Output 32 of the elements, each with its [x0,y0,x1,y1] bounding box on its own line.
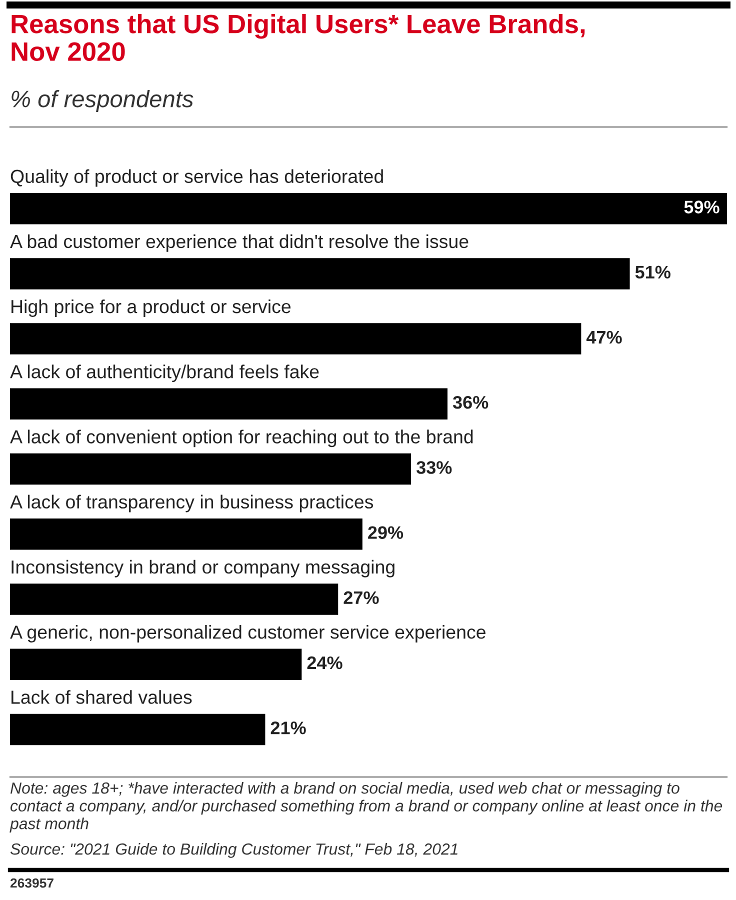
bar [10,714,266,746]
data-label: 59% [684,200,720,214]
chart-title: Reasons that US Digital Users* Leave Brands, Nov 2020 [12,14,585,61]
data-label: 24% [307,656,342,670]
y-tick-label: Lack of shared values [12,690,192,704]
bar [10,518,362,550]
bar [10,584,338,615]
data-label: 27% [344,591,379,604]
y-tick-label: A lack of convenient option for reaching out to the brand [10,430,473,448]
y-tick-label: High price for a product or service [12,299,291,317]
bar [10,192,727,224]
data-label: 33% [416,461,452,474]
y-tick-label: Quality of product or service has deteriorated [10,169,383,187]
bar [10,388,448,420]
y-tick-label: A lack of transparency in business practices [10,494,374,512]
y-tick-label: A bad customer experience that didn't resolve the issue [10,234,468,252]
y-tick-label: A lack of authenticity/brand feels fake [10,364,319,382]
data-label: 47% [586,330,622,344]
bar [10,258,630,290]
text: 263957 [10,878,54,888]
y-tick-label: Inconsistency in brand or company messaging [12,560,394,578]
y-tick-label: A generic, non-personalized customer service experience [10,625,486,642]
bar [10,453,412,485]
data-label: 21% [270,722,306,734]
text: Note: ages 18+; *have interacted with a brand on social media, used web chat or messaging to contact a company, and/or purchased something from a brand or company online at least once in the past month [10,782,722,832]
bar [10,323,582,354]
chart-subtitle: % of respondents [12,90,194,112]
data-label: 29% [368,526,404,539]
data-label: 51% [635,266,670,279]
data-label: 36% [452,396,488,409]
source-note: Source: "2021 Guide to Building Customer Trust," Feb 18, 2021 [10,843,458,858]
bar [10,648,302,680]
